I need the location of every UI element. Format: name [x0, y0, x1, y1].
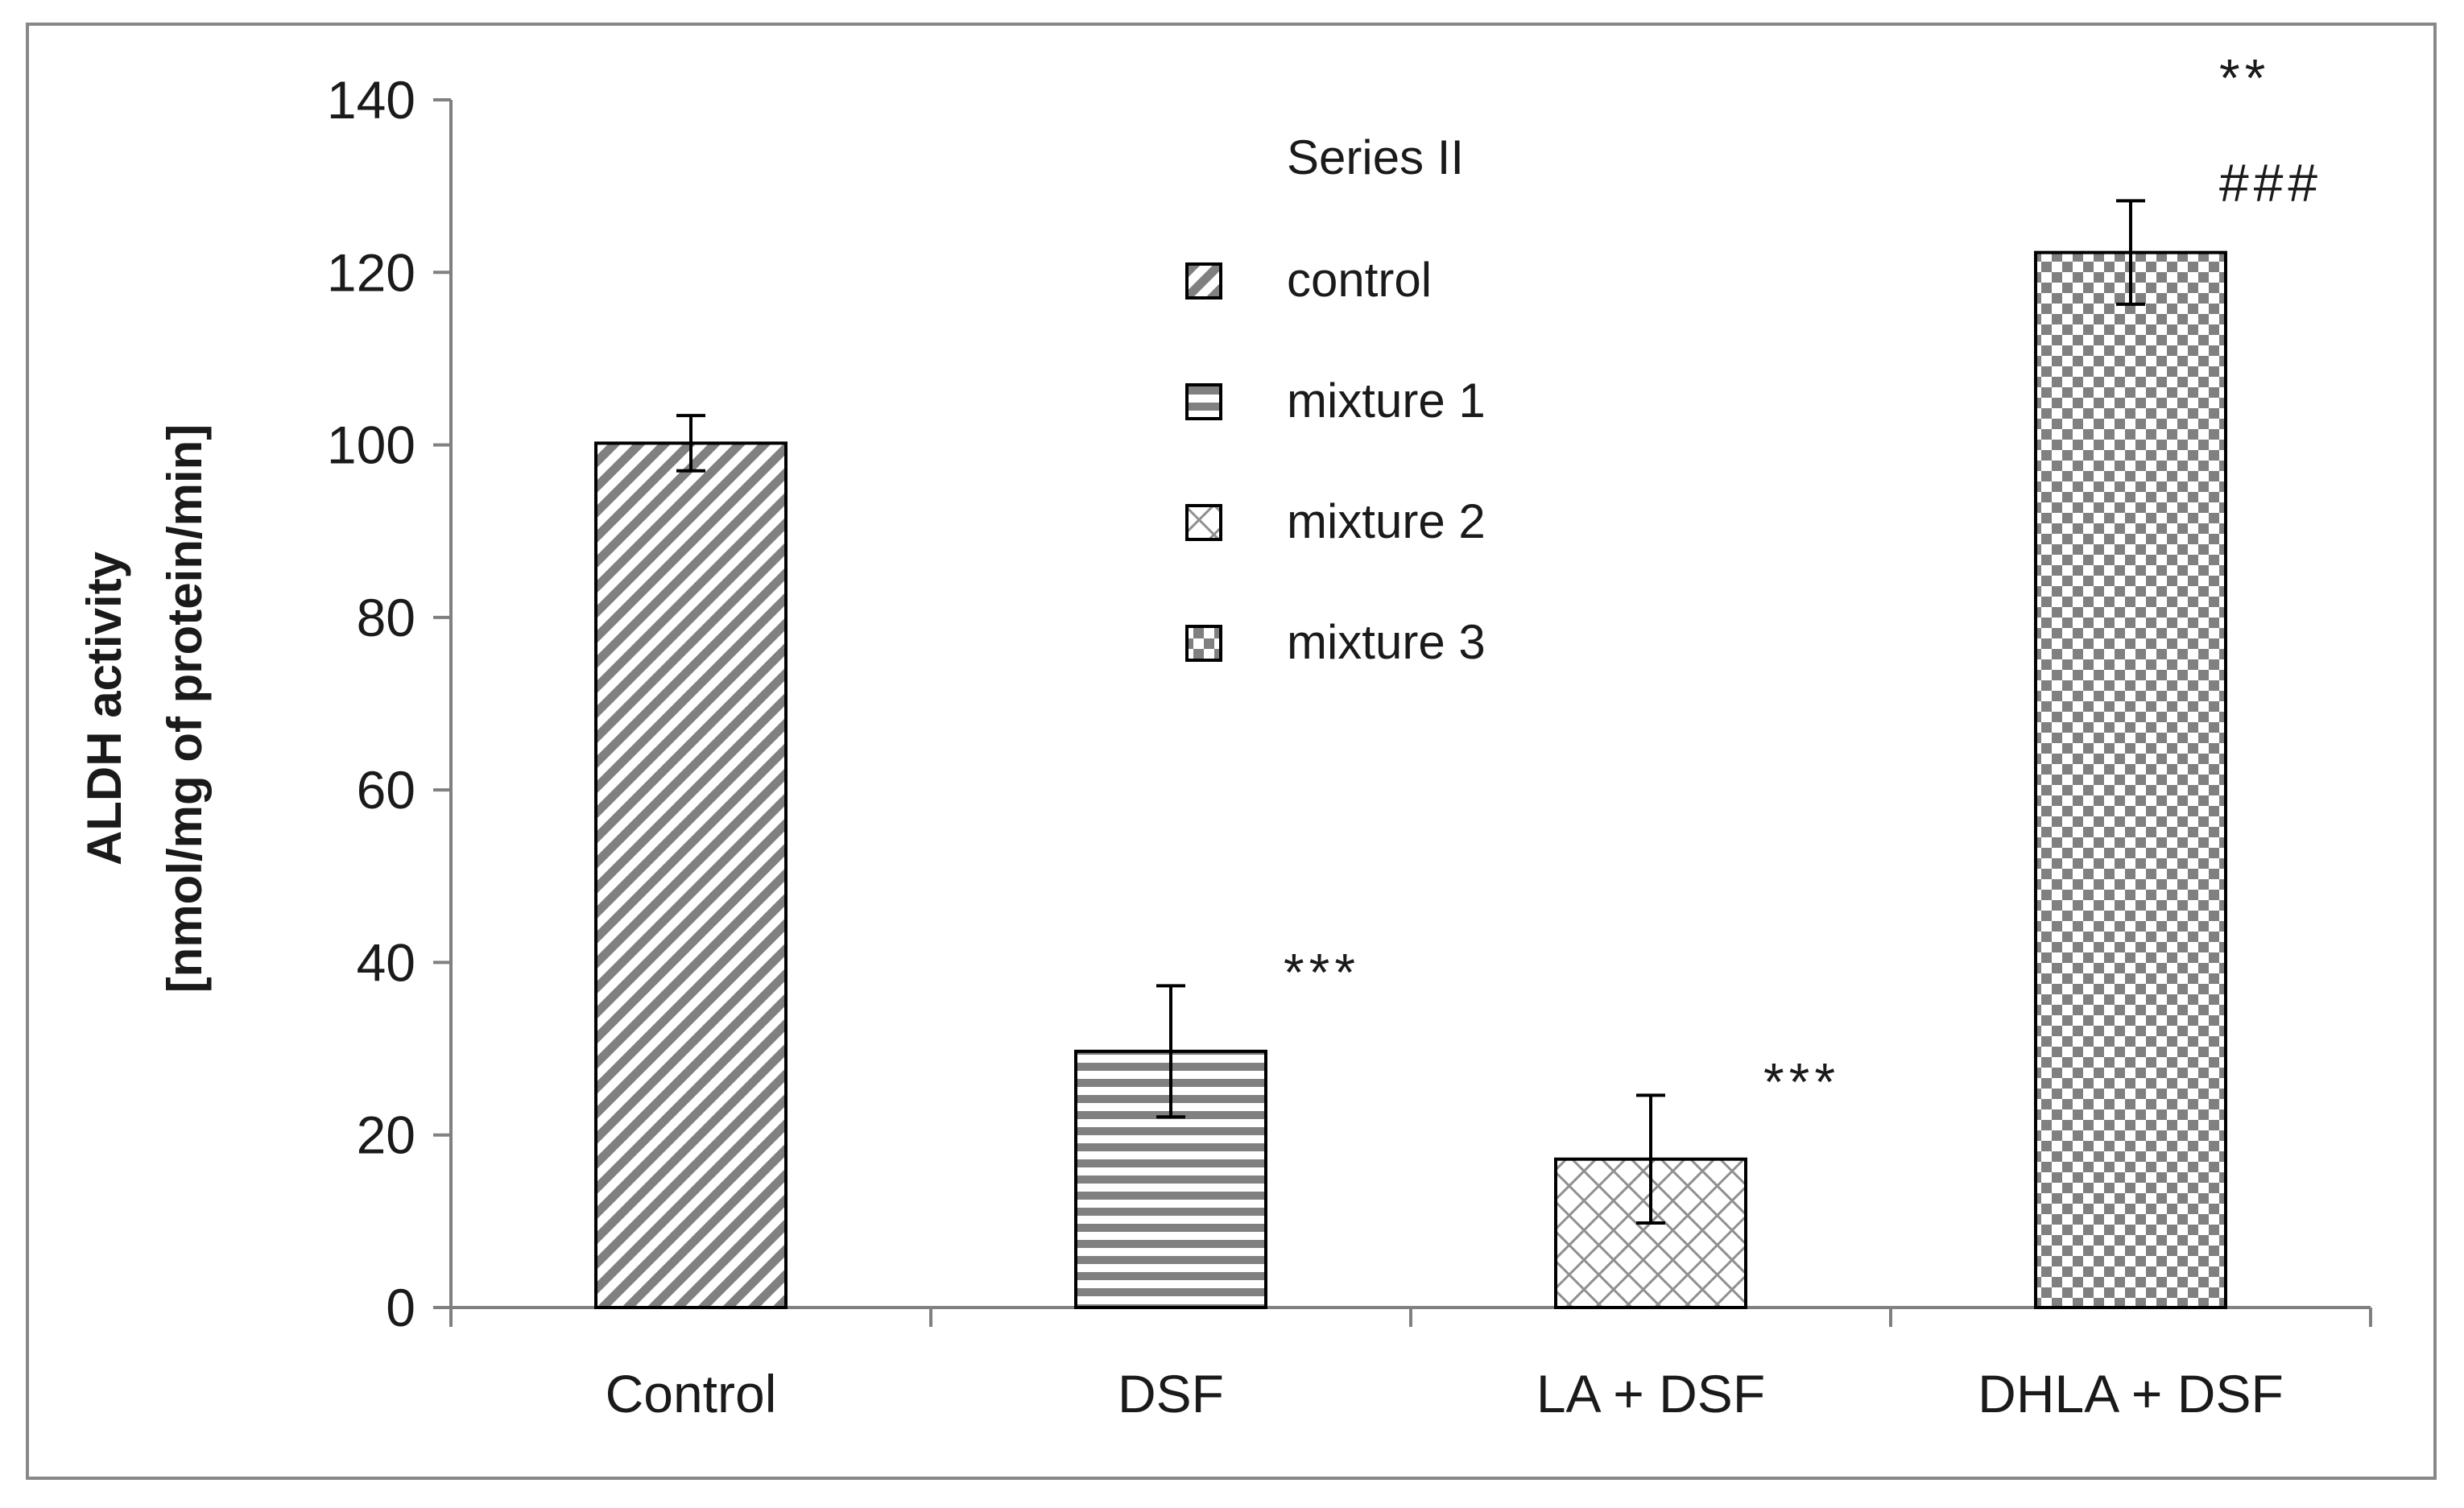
bar-dhla-dsf: [2034, 250, 2227, 1310]
y-tick-label: 80: [357, 588, 415, 647]
annotation-stars: ***: [1763, 1051, 1840, 1111]
legend-swatch: [1185, 625, 1222, 662]
x-tick-label: DHLA + DSF: [1978, 1364, 2284, 1423]
bars: [594, 250, 2227, 1310]
legend-label: mixture 2: [1287, 494, 1486, 548]
y-axis-label-line2: [nmol/mg of protein/min]: [158, 424, 212, 994]
annotation-stars: ***: [1284, 942, 1360, 1002]
y-ticks: 0 20 40 60 80 100 120 140: [327, 70, 451, 1337]
y-tick-label: 40: [357, 932, 415, 992]
x-tick-label: LA + DSF: [1536, 1364, 1765, 1423]
y-tick-label: 100: [327, 415, 415, 475]
legend-swatch: [1185, 504, 1222, 541]
significance-annotations: ********###: [1284, 48, 2322, 1111]
legend-label: mixture 1: [1287, 374, 1486, 428]
y-tick-label: 120: [327, 242, 415, 302]
legend-swatch: [1185, 383, 1222, 420]
x-tick-label: DSF: [1118, 1364, 1224, 1423]
annotation-stars: **: [2219, 48, 2270, 107]
legend-swatch: [1185, 262, 1222, 300]
x-tick-label: Control: [606, 1364, 777, 1423]
y-tick-label: 140: [327, 70, 415, 130]
y-axis-label-line1: ALDH activity: [77, 551, 131, 866]
x-tick-labels: Control DSF LA + DSF DHLA + DSF: [606, 1364, 2284, 1423]
bar-control: [594, 441, 788, 1309]
y-axis-title: ALDH activity [nmol/mg of protein/min]: [77, 424, 212, 994]
legend: Series II control mixture 1 mixture 2 mixtu…: [1185, 130, 1486, 669]
y-tick-label: 20: [357, 1105, 415, 1165]
annotation-hash: ###: [2219, 152, 2322, 212]
legend-label: mixture 3: [1287, 615, 1486, 669]
legend-title: Series II: [1287, 130, 1464, 184]
error-bars: [676, 199, 2145, 1225]
y-tick-label: 0: [386, 1278, 415, 1337]
y-tick-label: 60: [357, 760, 415, 820]
legend-label: control: [1287, 253, 1432, 307]
